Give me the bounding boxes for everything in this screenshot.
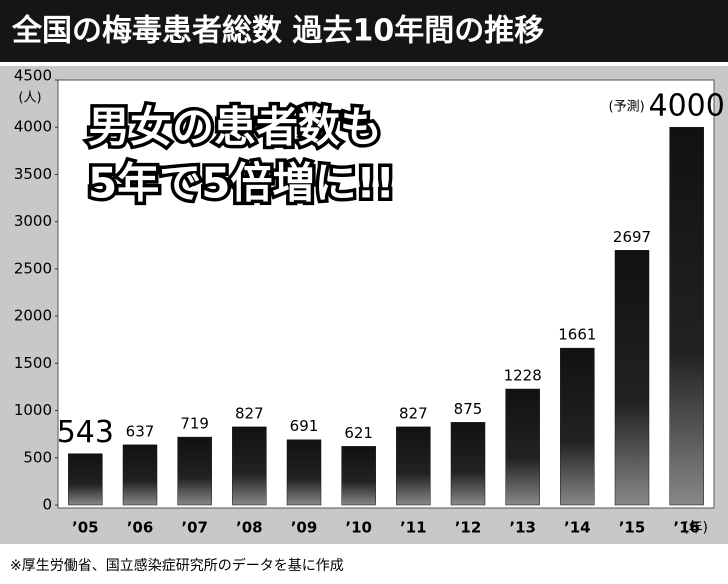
x-tick-label: ’15 [619,519,646,537]
x-tick-label: ’08 [236,519,263,537]
bar [560,347,595,506]
x-tick-label: ’05 [72,519,99,537]
bar [177,436,212,506]
y-tick-label: 4000 [14,118,52,136]
value-label: 827 [399,404,428,422]
headline: 5年で5倍増に!! [88,159,395,208]
x-tick-label: ’14 [564,519,591,537]
y-tick-label: 3000 [14,212,52,230]
bar [396,426,431,506]
y-tick-label: 2500 [14,259,52,277]
headline: 男女の患者数も [88,103,382,152]
value-label: 691 [290,417,319,435]
bar [669,126,704,506]
plot-area [57,79,715,509]
value-label: 875 [454,400,483,418]
chart-title: 全国の梅毒患者総数 過去10年間の推移 [11,14,544,49]
y-tick-label: 500 [23,448,52,466]
footnote: ※厚生労働省、国立感染症研究所のデータを基に作成 [10,557,344,574]
value-label: 2697 [613,228,651,246]
title-bar [0,0,728,62]
bar [614,250,650,506]
bar [505,388,540,506]
x-tick-label: ’13 [509,519,536,537]
x-tick-label: ’10 [345,519,372,537]
bar [450,422,486,506]
y-tick-label: 2000 [14,307,52,325]
value-label: 719 [180,415,209,433]
value-label: 543 [57,415,114,450]
y-tick-label: 3500 [14,165,52,183]
y-tick-label: 0 [42,496,52,514]
x-tick-label: ’12 [455,519,482,537]
value-label: 4000 [648,89,724,124]
value-label: 1228 [504,367,542,385]
y-tick-label: 4500 [14,67,52,85]
y-unit: (人) [18,91,41,106]
x-tick-label: ’09 [291,519,318,537]
forecast-note: (予測) [609,100,645,115]
x-tick-label: ’06 [127,519,154,537]
value-label: 637 [126,422,155,440]
x-tick-label: ’16 [673,519,700,537]
value-label: 827 [235,404,264,422]
bar [68,453,103,506]
bar [286,439,322,506]
x-unit: (年) [683,520,708,536]
x-tick-label: ’07 [181,519,208,537]
bar [122,444,158,506]
value-label: 1661 [558,326,596,344]
y-tick-label: 1500 [14,354,52,372]
bar [232,426,267,506]
y-tick-label: 1000 [14,401,52,419]
x-tick-label: ’11 [400,519,427,537]
value-label: 621 [344,424,373,442]
bar [341,446,376,506]
